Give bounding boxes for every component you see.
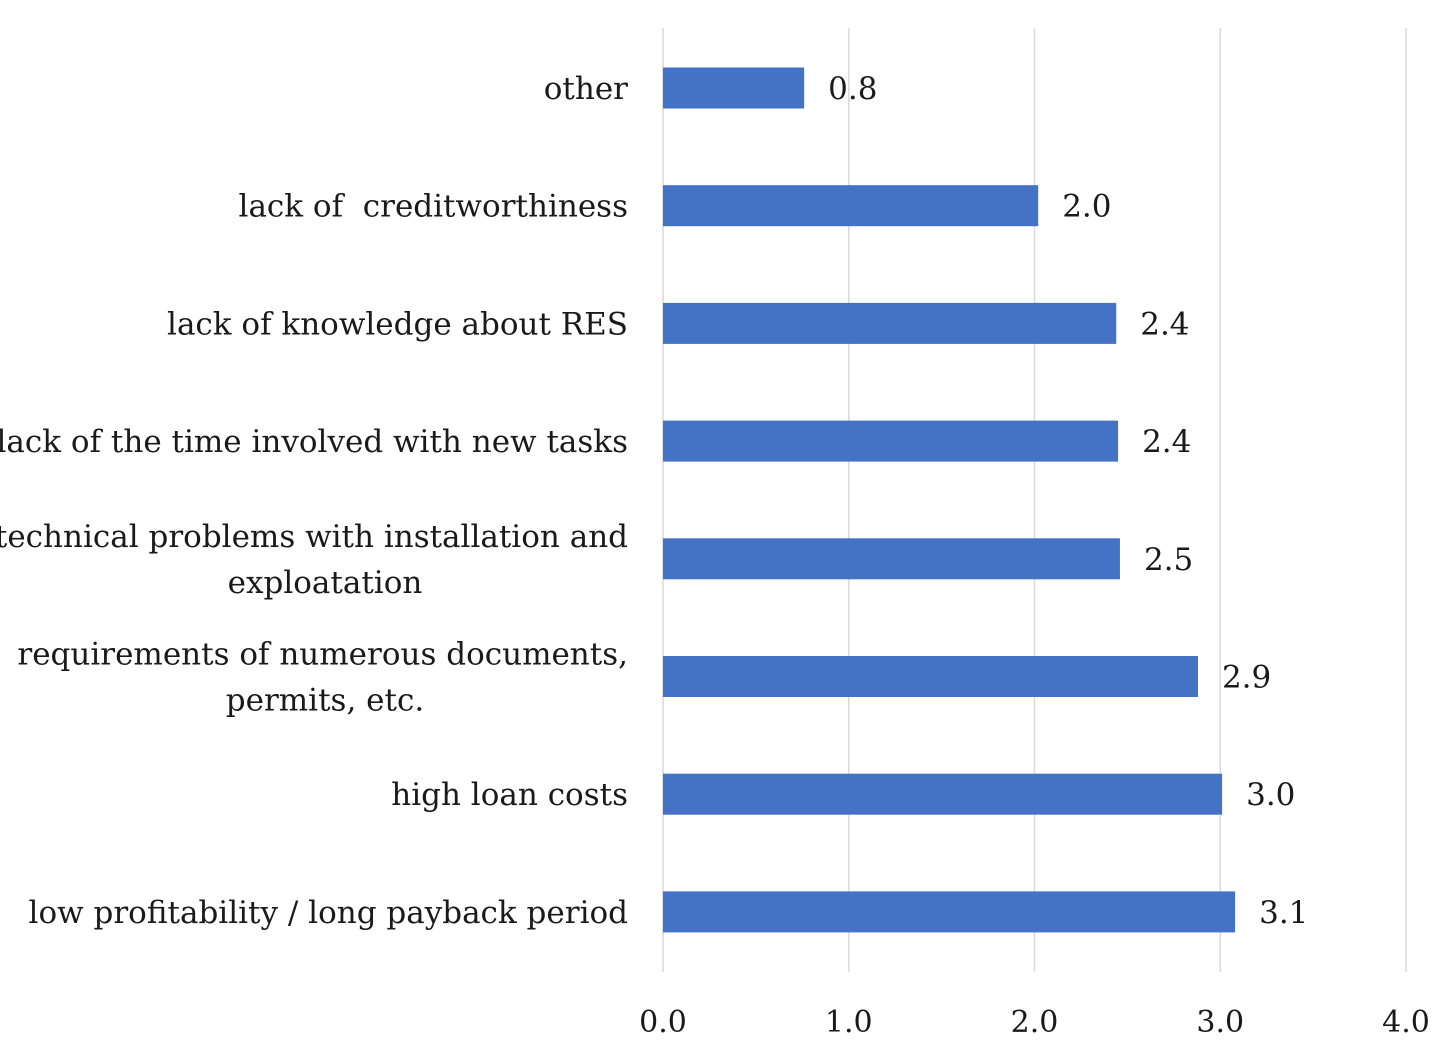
category-label: low profitability / long payback period (29, 895, 628, 931)
bar (663, 185, 1039, 227)
category-label: requirements of numerous documents, (17, 637, 628, 673)
bar (663, 773, 1223, 815)
bar (663, 420, 1119, 462)
bar (663, 656, 1198, 697)
bar (663, 891, 1236, 933)
category-label: high loan costs (391, 777, 628, 813)
category-label: lack of the time involved with new tasks (0, 424, 628, 460)
value-label: 0.8 (828, 71, 877, 107)
value-label: 2.9 (1222, 660, 1271, 696)
bar (663, 538, 1120, 580)
value-label: 2.4 (1142, 424, 1191, 460)
x-tick-label: 4.0 (1382, 1005, 1430, 1040)
category-label: lack of knowledge about RES (167, 306, 628, 342)
value-label: 2.5 (1144, 542, 1193, 578)
x-tick-label: 2.0 (1011, 1005, 1059, 1040)
gridlines (662, 28, 1407, 972)
category-label: lack of creditworthiness (239, 189, 628, 225)
value-label: 2.4 (1140, 306, 1189, 342)
x-tick-label: 1.0 (825, 1005, 873, 1040)
value-label: 3.0 (1246, 777, 1295, 813)
bar (663, 302, 1117, 344)
category-label: other (544, 71, 628, 107)
value-label: 3.1 (1259, 895, 1308, 931)
category-label: technical problems with installation and (0, 519, 628, 555)
category-labels: other lack of creditworthiness lack of kno… (0, 71, 628, 931)
bars (663, 67, 1236, 933)
x-tick-label: 0.0 (639, 1005, 687, 1040)
value-labels: 0.8 2.0 2.4 2.4 2.5 2.9 3.0 3.1 (828, 71, 1308, 931)
x-tick-label: 3.0 (1196, 1005, 1244, 1040)
x-axis-ticks: 0.0 1.0 2.0 3.0 4.0 (639, 1005, 1430, 1040)
category-label: exploatation (228, 565, 423, 601)
category-label: permits, etc. (226, 683, 424, 719)
bar (663, 67, 805, 109)
value-label: 2.0 (1062, 189, 1111, 225)
